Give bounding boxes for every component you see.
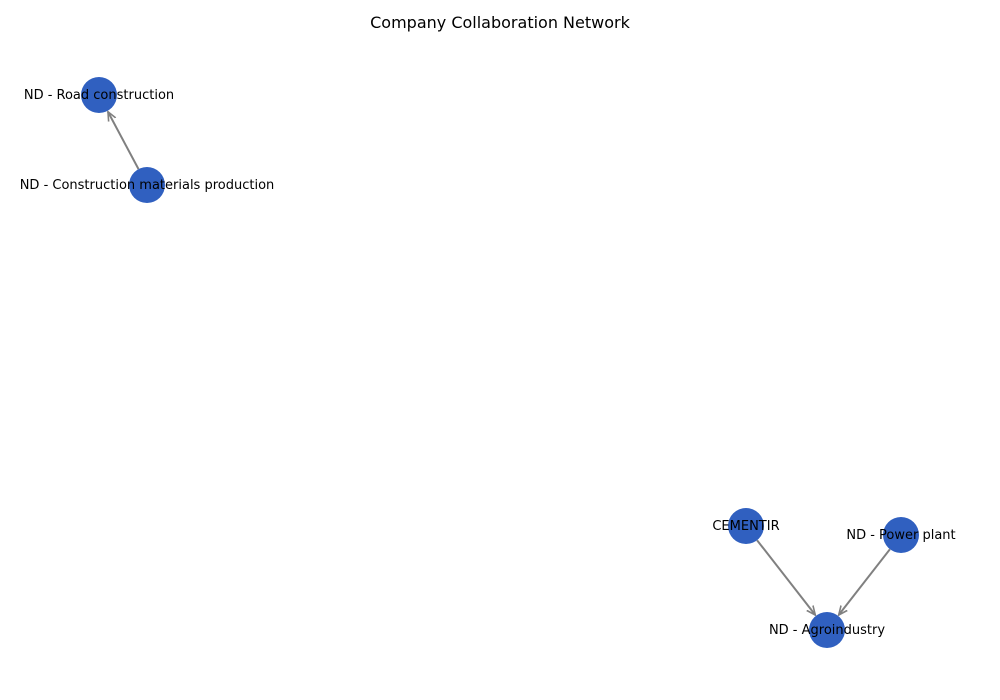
edge-cementir-to-agro bbox=[756, 539, 815, 615]
edges-layer bbox=[108, 112, 891, 615]
node-cmp bbox=[129, 167, 165, 203]
node-label-cementir: CEMENTIR bbox=[712, 519, 779, 534]
node-power bbox=[883, 517, 919, 553]
node-road bbox=[81, 77, 117, 113]
edge-power-to-agro bbox=[839, 548, 891, 615]
node-agro bbox=[809, 612, 845, 648]
chart-title: Company Collaboration Network bbox=[370, 13, 630, 32]
node-label-agro: ND - Agroindustry bbox=[769, 623, 885, 638]
nodes-layer bbox=[81, 77, 919, 648]
node-label-road: ND - Road construction bbox=[24, 88, 174, 103]
node-label-cmp: ND - Construction materials production bbox=[20, 178, 275, 193]
edge-cmp-to-road bbox=[108, 112, 140, 170]
node-label-power: ND - Power plant bbox=[846, 528, 955, 543]
node-cementir bbox=[728, 508, 764, 544]
labels-layer: ND - Road construction ND - Construction … bbox=[20, 88, 956, 638]
